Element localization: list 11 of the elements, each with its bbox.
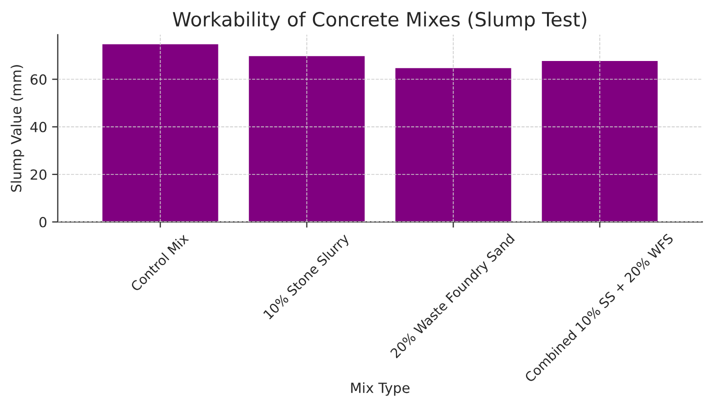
y-tick-label: 0 [39,216,46,228]
bar [101,42,220,222]
x-axis-title: Mix Type [351,382,410,396]
y-axis-title: Slump Value (mm) [10,65,24,192]
y-tick-label: 40 [30,122,46,132]
bar [394,66,513,222]
bar [247,54,366,222]
y-tick-label: 20 [30,169,46,180]
y-tick-label: 60 [30,74,46,85]
bar [540,60,660,222]
chart-title: Workability of Concrete Mixes (Slump Test) [172,12,586,30]
